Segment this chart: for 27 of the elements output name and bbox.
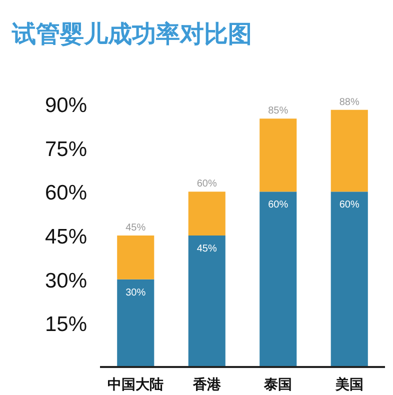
- y-tick-label: 90%: [44, 94, 88, 117]
- data-label: 45%: [196, 244, 217, 254]
- x-tick-label: 中国大陆: [108, 377, 164, 393]
- x-tick-label: 泰国: [263, 377, 292, 393]
- x-tick-label: 美国: [334, 376, 364, 393]
- y-tick-label: 75%: [44, 138, 88, 161]
- x-tick-label: 香港: [192, 377, 222, 393]
- bar: [260, 118, 297, 192]
- total-label: 85%: [268, 106, 288, 117]
- y-tick-label: 30%: [44, 269, 88, 292]
- bar: [260, 192, 297, 367]
- bar: [117, 236, 154, 280]
- data-label: 60%: [268, 200, 288, 211]
- data-label: 60%: [339, 200, 360, 211]
- data-label: 30%: [126, 287, 146, 298]
- total-label: 88%: [339, 96, 360, 108]
- y-tick-label: 15%: [44, 313, 88, 336]
- chart-title: 试管婴儿成功率对比图: [11, 21, 252, 48]
- bar: [330, 192, 368, 367]
- bar: [330, 110, 368, 192]
- total-label: 60%: [196, 178, 217, 190]
- bar: [117, 279, 154, 367]
- total-label: 45%: [126, 222, 146, 234]
- y-tick-label: 45%: [44, 226, 88, 248]
- y-tick-label: 60%: [44, 182, 88, 205]
- bar: [188, 192, 226, 236]
- bar: [188, 236, 226, 367]
